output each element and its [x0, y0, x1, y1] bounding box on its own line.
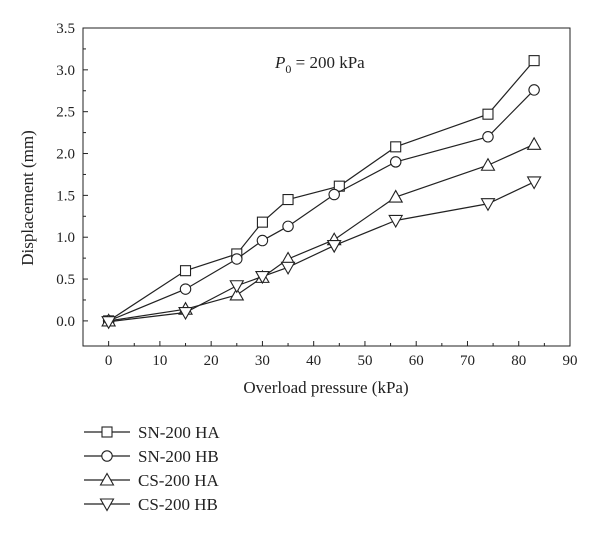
y-tick-label: 1.5 — [56, 188, 75, 204]
data-point — [282, 194, 294, 206]
x-tick-label: 0 — [105, 353, 113, 369]
data-point — [526, 136, 542, 150]
data-point — [179, 265, 192, 277]
legend-item: SN-200 HB — [84, 447, 219, 466]
data-point — [179, 283, 192, 295]
series-circle — [102, 84, 540, 327]
data-point — [482, 131, 494, 143]
legend-label: SN-200 HB — [138, 447, 219, 466]
data-point — [229, 287, 245, 301]
y-tick-label: 0.5 — [56, 272, 75, 288]
legend-label: CS-200 HB — [138, 495, 218, 514]
x-tick-label: 70 — [460, 353, 475, 369]
y-tick-label: 3.5 — [56, 21, 75, 37]
series-line — [108, 60, 535, 322]
x-tick-label: 30 — [255, 353, 270, 369]
series-layer — [101, 55, 542, 330]
plot-area — [82, 27, 571, 347]
axes: 0 10 20 30 40 50 60 70 80 90 0.0 0.5 1.0 1.5 2.0 2.5 3.0… — [56, 21, 577, 369]
data-point — [101, 316, 117, 330]
data-point — [280, 261, 296, 275]
series-triangle-up — [101, 136, 542, 327]
data-point — [388, 214, 404, 229]
legend-marker — [101, 426, 113, 438]
x-tick-label: 90 — [563, 353, 578, 369]
legend-marker — [99, 472, 115, 486]
y-tick-label: 2.0 — [56, 147, 75, 163]
y-tick-label: 2.5 — [56, 105, 75, 121]
data-point — [328, 188, 340, 201]
x-tick-label: 80 — [511, 353, 526, 369]
legend-marker — [99, 498, 115, 512]
data-point — [254, 270, 270, 285]
data-point — [528, 55, 540, 67]
series-square — [103, 55, 540, 327]
x-tick-label: 10 — [152, 353, 167, 369]
data-point — [326, 240, 342, 254]
data-point — [389, 156, 402, 168]
legend-label: CS-200 HA — [138, 471, 219, 490]
y-tick-label: 1.0 — [56, 230, 75, 246]
data-point — [390, 141, 402, 153]
data-point — [178, 306, 193, 321]
data-point — [256, 234, 269, 247]
series-triangle-down — [101, 176, 542, 330]
legend-label: SN-200 HA — [138, 423, 220, 442]
data-point — [526, 176, 542, 190]
x-axis-title: Overload pressure (kPa) — [243, 378, 408, 397]
legend-marker — [101, 450, 113, 462]
data-point — [480, 157, 496, 171]
data-point — [480, 198, 496, 212]
x-tick-label: 50 — [357, 353, 372, 369]
y-tick-label: 0.0 — [56, 314, 75, 330]
data-point — [231, 253, 243, 265]
x-tick-label: 20 — [204, 353, 219, 369]
data-point — [482, 108, 494, 120]
x-tick-label: 60 — [409, 353, 424, 369]
legend-item: CS-200 HB — [84, 495, 218, 514]
data-point — [528, 84, 540, 96]
x-tick-label: 40 — [306, 353, 321, 369]
legend-item: CS-200 HA — [84, 471, 219, 490]
legend-item: SN-200 HA — [84, 423, 220, 442]
legend: SN-200 HA SN-200 HB CS-200 HA CS-200 HB — [84, 423, 220, 514]
y-axis-title: Displacement (mm) — [18, 130, 37, 266]
data-point — [282, 220, 294, 233]
plot-border — [82, 27, 571, 347]
data-point — [229, 280, 245, 294]
data-point — [256, 216, 268, 228]
series-line — [108, 89, 535, 322]
data-point — [388, 189, 404, 203]
annotation-p0: P0 = 200 kPa — [274, 53, 365, 76]
y-tick-label: 3.0 — [56, 63, 75, 79]
